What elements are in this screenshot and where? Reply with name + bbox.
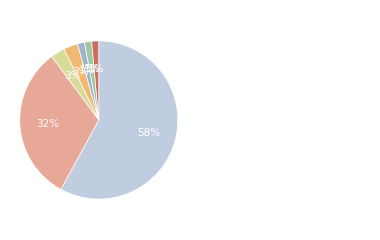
Text: 1%: 1% (88, 64, 105, 74)
Wedge shape (61, 41, 178, 199)
Text: 3%: 3% (72, 67, 89, 77)
Text: 3%: 3% (64, 71, 80, 81)
Wedge shape (84, 41, 99, 120)
Wedge shape (20, 56, 99, 189)
Legend: Centre for Biodiversity
Genomics [40], Mined from GenBank, NCBI [22], University: Centre for Biodiversity Genomics [40], M… (195, 5, 355, 128)
Wedge shape (92, 41, 99, 120)
Wedge shape (64, 44, 99, 120)
Wedge shape (52, 49, 99, 120)
Text: 1%: 1% (84, 64, 100, 74)
Wedge shape (78, 42, 99, 120)
Text: 1%: 1% (79, 65, 95, 75)
Text: 58%: 58% (137, 128, 160, 138)
Text: 32%: 32% (36, 119, 59, 128)
